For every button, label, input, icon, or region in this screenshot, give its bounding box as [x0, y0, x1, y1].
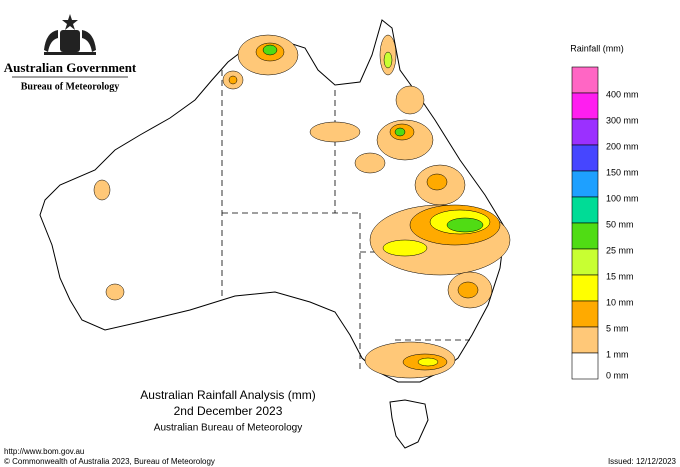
legend-swatch: [571, 274, 599, 302]
legend-swatch: [571, 144, 599, 172]
footer-issued: Issued: 12/12/2023: [608, 457, 677, 466]
title-line: 2nd December 2023: [174, 404, 283, 418]
legend-label: 50 mm: [606, 219, 634, 229]
legend-label: 15 mm: [606, 271, 634, 281]
title-line: Australian Bureau of Meteorology: [154, 423, 302, 434]
legend-label: 150 mm: [606, 167, 639, 177]
legend-swatch: [571, 118, 599, 146]
legend-swatch: [571, 248, 599, 276]
legend-swatch: [571, 196, 599, 224]
legend-label: 5 mm: [606, 323, 629, 333]
legend-label: 400 mm: [606, 89, 639, 99]
legend-label: 0 mm: [606, 370, 629, 380]
legend-label: 1 mm: [606, 349, 629, 359]
legend-swatch: [571, 222, 599, 250]
footer-copyright: © Commonwealth of Australia 2023, Bureau…: [4, 457, 215, 466]
rainfall-areas: [93, 34, 511, 379]
legend-label: 200 mm: [606, 141, 639, 151]
agency-name: Bureau of Meteorology: [21, 81, 120, 92]
legend-swatch: [571, 66, 599, 94]
legend-swatch: [571, 352, 599, 380]
government-name: Australian Government: [4, 60, 137, 75]
legend-label: 10 mm: [606, 297, 634, 307]
legend-label: 25 mm: [606, 245, 634, 255]
legend-swatch: [571, 300, 599, 328]
legend-title: Rainfall (mm): [570, 43, 624, 53]
tasmania-outline: [389, 399, 429, 449]
footer-url: http://www.bom.gov.au: [4, 447, 84, 456]
coat-of-arms: [44, 14, 96, 55]
legend: 400 mm 300 mm 200 mm 150 mm 100 mm 50 mm 25 mm…: [571, 66, 639, 380]
legend-swatch: [571, 326, 599, 354]
legend-swatch: [571, 92, 599, 120]
legend-swatch: [571, 170, 599, 198]
legend-label: 100 mm: [606, 193, 639, 203]
title-line: Australian Rainfall Analysis (mm): [140, 388, 315, 402]
legend-label: 300 mm: [606, 115, 639, 125]
